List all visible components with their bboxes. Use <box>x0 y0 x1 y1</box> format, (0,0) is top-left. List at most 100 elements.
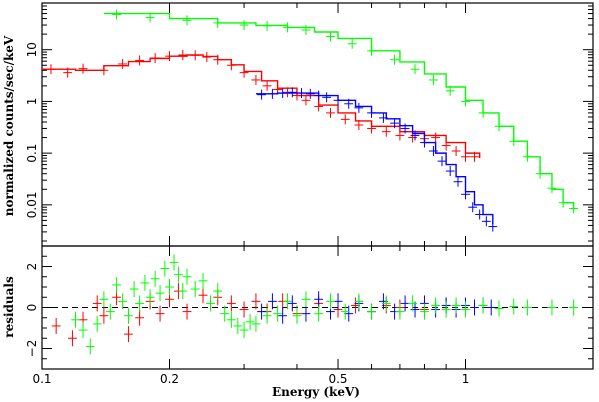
spectrum-y-axis-label: normalized counts/sec/keV <box>2 35 16 216</box>
residual-point <box>233 317 243 334</box>
data-point <box>257 89 267 100</box>
residual-point <box>569 299 579 316</box>
residual-point <box>174 266 183 283</box>
data-point <box>408 132 418 143</box>
data-point <box>239 20 249 31</box>
residual-series-0 <box>51 283 451 347</box>
residual-point <box>494 300 504 317</box>
residual-point <box>92 295 102 312</box>
residual-point <box>99 307 109 324</box>
residual-point <box>155 285 165 302</box>
residual-point <box>51 317 61 334</box>
spectrum-series-1 <box>255 87 498 232</box>
data-point <box>278 88 288 99</box>
data-point <box>333 95 343 106</box>
data-point <box>347 38 357 49</box>
data-point <box>451 145 461 156</box>
data-point <box>118 58 128 69</box>
data-point <box>287 87 297 98</box>
residual-point <box>278 307 288 324</box>
spectrum-series-2 <box>103 9 579 214</box>
data-point <box>481 216 491 227</box>
y-tick-label: 0 <box>25 304 39 312</box>
residual-point <box>124 307 133 324</box>
data-point <box>470 151 479 162</box>
residual-point <box>400 295 410 312</box>
residual-point <box>178 283 188 300</box>
data-point <box>283 22 292 33</box>
residual-point <box>145 289 155 306</box>
residual-point <box>381 295 391 312</box>
x-tick-label: 0.1 <box>32 372 51 386</box>
data-point <box>522 151 532 162</box>
residual-point <box>326 293 335 310</box>
residuals-ticks: −2 0 2 <box>25 246 594 369</box>
residual-point <box>470 299 479 316</box>
data-point <box>262 20 272 31</box>
residual-point <box>239 301 249 318</box>
data-point <box>297 88 306 99</box>
residual-point <box>160 260 170 277</box>
residual-point <box>257 303 267 320</box>
residual-point <box>239 322 249 339</box>
residual-point <box>155 305 165 322</box>
residual-point <box>301 305 311 322</box>
residual-point <box>395 303 405 320</box>
data-point <box>494 121 504 132</box>
data-point <box>445 85 455 96</box>
data-point <box>314 101 324 112</box>
residual-point <box>344 305 354 322</box>
residual-point <box>135 295 145 312</box>
residual-point <box>71 311 80 328</box>
data-point <box>437 156 447 167</box>
residuals-y-axis-label: residuals <box>2 276 16 338</box>
data-point <box>441 140 451 151</box>
data-point <box>420 137 429 148</box>
data-point <box>354 119 364 130</box>
data-point <box>478 107 488 118</box>
residual-point <box>478 297 488 314</box>
data-point <box>547 183 557 194</box>
residual-point <box>118 293 128 310</box>
residual-point <box>431 297 441 314</box>
residual-point <box>522 299 532 316</box>
residual-point <box>85 338 95 355</box>
data-point <box>461 151 470 162</box>
data-point <box>46 64 56 75</box>
data-point <box>390 118 399 129</box>
data-point <box>301 25 311 36</box>
residuals-panel: −2 0 2 residuals <box>2 245 594 370</box>
residual-point <box>251 315 261 332</box>
residual-point <box>92 315 102 332</box>
y-tick-label: 0.01 <box>25 191 39 218</box>
data-point <box>262 80 272 91</box>
data-point <box>468 202 478 213</box>
data-point <box>326 31 335 42</box>
residual-point <box>135 309 145 326</box>
residual-point <box>226 295 236 312</box>
data-point <box>292 90 302 101</box>
residual-point <box>105 303 115 320</box>
data-point <box>410 130 420 141</box>
data-point <box>340 114 350 125</box>
data-point <box>305 88 315 99</box>
residual-point <box>268 293 277 310</box>
model-curve <box>42 54 481 159</box>
data-point <box>390 54 399 65</box>
data-point <box>367 107 376 118</box>
residual-point <box>112 276 121 293</box>
data-point <box>488 221 498 232</box>
residual-point <box>314 291 324 308</box>
spectrum-panel: 0.01 0.1 1 10 normalized counts/sec/keV <box>2 2 594 247</box>
residual-point <box>124 326 133 343</box>
data-point <box>461 96 470 107</box>
data-point <box>400 123 410 134</box>
residual-point <box>509 298 519 315</box>
energy-tick-labels: 0.1 0.2 0.5 1 <box>32 372 469 386</box>
data-point <box>314 90 324 101</box>
data-point <box>535 168 545 179</box>
data-point <box>322 92 332 103</box>
residual-point <box>451 297 461 314</box>
data-point <box>145 12 155 23</box>
